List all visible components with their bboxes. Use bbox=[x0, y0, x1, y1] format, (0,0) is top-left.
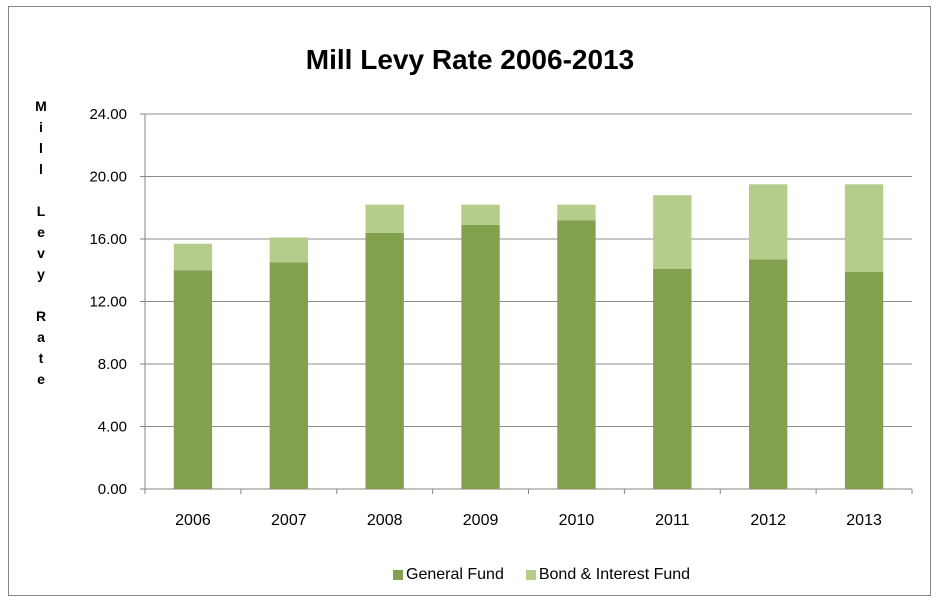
y-axis-label-letter: l bbox=[39, 140, 43, 156]
y-axis-label-letter: t bbox=[38, 350, 44, 366]
bar-general-fund bbox=[173, 270, 213, 489]
y-tick-label: 4.00 bbox=[98, 419, 127, 436]
y-axis-label-letter: e bbox=[37, 371, 45, 387]
bar-general-fund bbox=[557, 220, 596, 489]
x-tick-label: 2009 bbox=[463, 512, 499, 529]
x-tick-label: 2013 bbox=[846, 512, 882, 529]
x-tick-label: 2011 bbox=[655, 512, 690, 529]
bar-bond-interest-fund bbox=[653, 195, 692, 269]
bar-general-fund bbox=[461, 224, 500, 489]
bar-general-fund bbox=[269, 262, 308, 489]
legend-item-bond-interest-fund: Bond & Interest Fund bbox=[525, 566, 691, 584]
bar-bond-interest-fund bbox=[557, 204, 596, 221]
chart-title: Mill Levy Rate 2006-2013 bbox=[305, 44, 635, 75]
legend-label-bond-interest-fund: Bond & Interest Fund bbox=[538, 566, 691, 583]
y-axis-label-letter: M bbox=[35, 98, 47, 114]
y-tick-label: 12.00 bbox=[89, 294, 127, 311]
legend: General Fund Bond & Interest Fund bbox=[393, 566, 712, 584]
bar-bond-interest-fund bbox=[173, 243, 213, 271]
bar-general-fund bbox=[749, 259, 788, 489]
bar-bond-interest-fund bbox=[844, 184, 884, 272]
y-axis-label-letter: y bbox=[37, 266, 45, 282]
y-axis-label-letter: l bbox=[39, 161, 43, 177]
x-tick-label: 2012 bbox=[750, 512, 786, 529]
y-tick-label: 0.00 bbox=[98, 481, 127, 498]
bar-bond-interest-fund bbox=[269, 237, 308, 263]
y-tick-label: 16.00 bbox=[89, 231, 127, 248]
legend-swatch-general-fund bbox=[393, 570, 403, 580]
x-tick-label: 2006 bbox=[175, 512, 211, 529]
bar-bond-interest-fund bbox=[461, 204, 500, 225]
bar-bond-interest-fund bbox=[749, 184, 788, 260]
legend-label-general-fund: General Fund bbox=[406, 566, 504, 583]
y-tick-label: 24.00 bbox=[89, 106, 127, 123]
x-tick-label: 2007 bbox=[271, 512, 307, 529]
legend-item-general-fund: General Fund bbox=[393, 566, 504, 584]
legend-swatch-bond-interest-fund bbox=[525, 570, 536, 580]
y-axis-label-letter: i bbox=[39, 119, 43, 135]
y-tick-label: 8.00 bbox=[98, 356, 127, 373]
y-tick-label: 20.00 bbox=[89, 169, 127, 186]
x-tick-label: 2010 bbox=[559, 512, 595, 529]
y-axis-label-letter: e bbox=[37, 224, 45, 240]
y-axis-label-letter: a bbox=[37, 329, 45, 345]
y-axis-label-letter: R bbox=[35, 308, 47, 324]
y-axis-label-letter: L bbox=[36, 203, 46, 219]
y-axis-label-letter: v bbox=[37, 245, 45, 261]
bar-general-fund bbox=[653, 268, 692, 489]
bar-bond-interest-fund bbox=[365, 204, 404, 233]
bar-general-fund bbox=[844, 271, 884, 489]
bar-general-fund bbox=[365, 232, 404, 489]
x-tick-label: 2008 bbox=[367, 512, 403, 529]
